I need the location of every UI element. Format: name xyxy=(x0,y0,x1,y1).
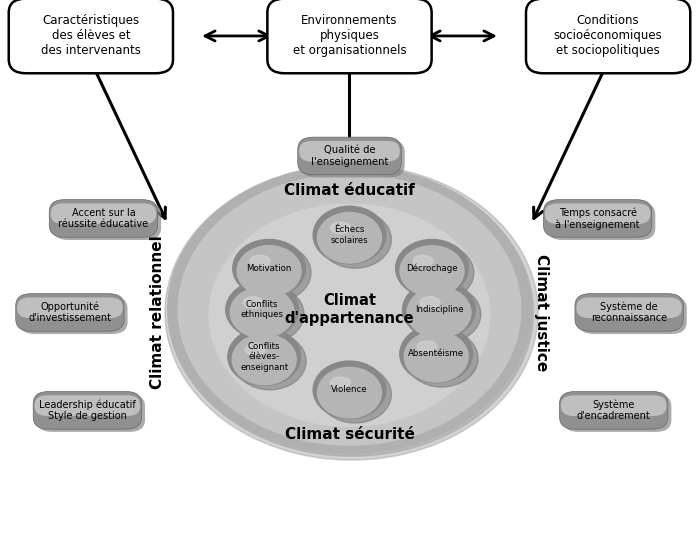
FancyBboxPatch shape xyxy=(49,200,157,237)
Ellipse shape xyxy=(417,341,437,352)
Ellipse shape xyxy=(413,255,433,267)
Circle shape xyxy=(400,246,464,296)
Text: Motivation: Motivation xyxy=(247,264,291,273)
Text: Conditions
socioéconomiques
et sociopolitiques: Conditions socioéconomiques et sociopoli… xyxy=(554,14,663,58)
Circle shape xyxy=(313,206,386,264)
FancyBboxPatch shape xyxy=(16,294,124,331)
Text: Conflits
ethniques: Conflits ethniques xyxy=(240,300,284,320)
Circle shape xyxy=(209,204,490,426)
FancyBboxPatch shape xyxy=(576,298,682,318)
Ellipse shape xyxy=(331,222,350,233)
Ellipse shape xyxy=(401,244,474,301)
FancyBboxPatch shape xyxy=(17,298,123,318)
Circle shape xyxy=(175,173,528,452)
Text: Échecs
scolaires: Échecs scolaires xyxy=(331,225,368,245)
Ellipse shape xyxy=(420,297,440,308)
Circle shape xyxy=(313,361,386,419)
FancyBboxPatch shape xyxy=(544,200,651,237)
FancyBboxPatch shape xyxy=(559,392,668,429)
Text: Accent sur la
réussite éducative: Accent sur la réussite éducative xyxy=(59,207,148,229)
FancyBboxPatch shape xyxy=(526,0,690,73)
Text: Système
d'encadrement: Système d'encadrement xyxy=(577,399,651,421)
Circle shape xyxy=(407,287,471,338)
Text: Climat éducatif: Climat éducatif xyxy=(284,183,415,199)
Ellipse shape xyxy=(319,366,391,423)
FancyBboxPatch shape xyxy=(267,0,431,73)
Ellipse shape xyxy=(405,330,478,387)
Text: Qualité de
l'enseignement: Qualité de l'enseignement xyxy=(311,145,388,167)
Text: Indiscipline: Indiscipline xyxy=(415,305,463,314)
Text: Climat
d'appartenance: Climat d'appartenance xyxy=(284,294,415,326)
Text: Conflits
élèves-
enseignant: Conflits élèves- enseignant xyxy=(240,342,289,372)
Ellipse shape xyxy=(243,297,263,308)
FancyBboxPatch shape xyxy=(34,392,141,429)
FancyBboxPatch shape xyxy=(50,204,156,224)
FancyBboxPatch shape xyxy=(9,0,173,73)
Text: Violence: Violence xyxy=(331,385,368,394)
Circle shape xyxy=(228,328,301,385)
Circle shape xyxy=(404,331,468,382)
Ellipse shape xyxy=(231,285,304,343)
FancyBboxPatch shape xyxy=(575,294,684,331)
FancyBboxPatch shape xyxy=(299,141,400,161)
Circle shape xyxy=(233,239,305,297)
FancyBboxPatch shape xyxy=(53,202,161,240)
Circle shape xyxy=(170,169,533,456)
Circle shape xyxy=(396,239,468,297)
Circle shape xyxy=(168,166,531,453)
Text: Environnements
physiques
et organisationnels: Environnements physiques et organisation… xyxy=(293,14,406,58)
Text: Système de
reconnaissance: Système de reconnaissance xyxy=(591,301,667,324)
Ellipse shape xyxy=(238,244,311,301)
Circle shape xyxy=(317,212,382,263)
Text: Climat sécurité: Climat sécurité xyxy=(284,426,415,442)
Text: Absentéisme: Absentéisme xyxy=(408,349,464,358)
FancyBboxPatch shape xyxy=(579,296,686,334)
FancyBboxPatch shape xyxy=(563,394,671,432)
Circle shape xyxy=(226,281,298,338)
Ellipse shape xyxy=(331,377,350,388)
FancyBboxPatch shape xyxy=(298,137,401,175)
FancyBboxPatch shape xyxy=(20,296,127,334)
Text: Temps consacré
à l'enseignement: Temps consacré à l'enseignement xyxy=(556,207,640,230)
Text: Leadership éducatif
Style de gestion: Leadership éducatif Style de gestion xyxy=(39,399,136,421)
Circle shape xyxy=(237,246,301,296)
FancyBboxPatch shape xyxy=(36,394,145,432)
Text: Opportunité
d'investissement: Opportunité d'investissement xyxy=(29,301,111,324)
Ellipse shape xyxy=(233,332,306,390)
FancyBboxPatch shape xyxy=(35,395,140,416)
Text: Caractéristiques
des élèves et
des intervenants: Caractéristiques des élèves et des inter… xyxy=(41,14,140,58)
Circle shape xyxy=(317,367,382,418)
Text: Climat justice: Climat justice xyxy=(534,254,549,371)
FancyBboxPatch shape xyxy=(561,395,666,416)
Ellipse shape xyxy=(245,344,265,355)
Ellipse shape xyxy=(319,211,391,268)
Text: Climat relationnel: Climat relationnel xyxy=(150,236,165,389)
Circle shape xyxy=(400,325,473,383)
FancyBboxPatch shape xyxy=(301,140,405,178)
Ellipse shape xyxy=(408,285,481,343)
FancyBboxPatch shape xyxy=(545,204,650,224)
Text: Décrochage: Décrochage xyxy=(406,263,458,273)
FancyBboxPatch shape xyxy=(547,202,656,240)
Circle shape xyxy=(403,281,475,338)
Circle shape xyxy=(230,287,294,338)
Circle shape xyxy=(232,334,296,385)
Ellipse shape xyxy=(250,255,270,267)
Circle shape xyxy=(165,165,538,460)
Circle shape xyxy=(178,174,521,445)
